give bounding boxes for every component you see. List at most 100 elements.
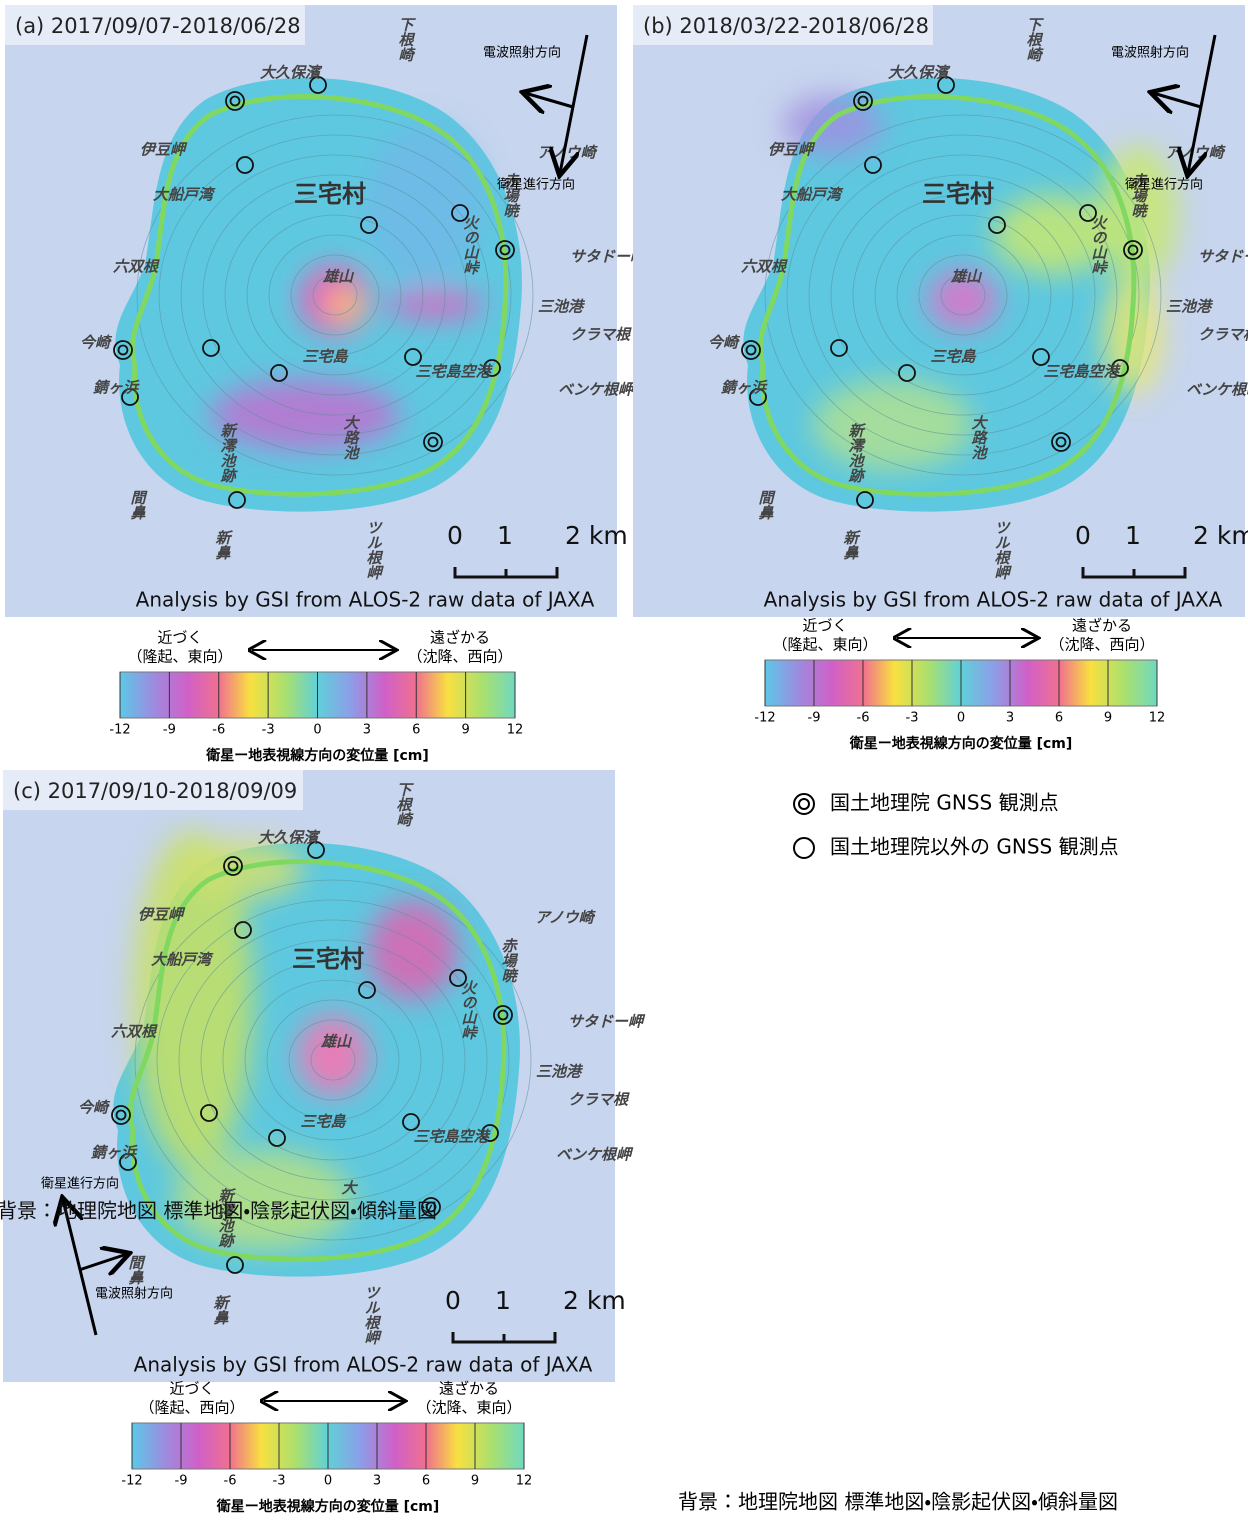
other-marker	[794, 838, 814, 858]
colorbar-tick-label: 6	[422, 1474, 430, 1489]
place-label: 大久保濱	[260, 64, 323, 82]
attribution: Analysis by GSI from ALOS-2 raw data of …	[134, 1353, 593, 1377]
place-label: 下根崎	[395, 17, 415, 62]
place-label: クラマ根	[568, 1091, 630, 1109]
place-label: 火の山峠	[1089, 215, 1108, 275]
place-label: 三池港	[538, 298, 586, 316]
place-label: 今崎	[708, 334, 741, 352]
place-label: 三池港	[1166, 298, 1214, 316]
place-label: 雄山	[320, 1033, 353, 1051]
place-label: 雄山	[322, 268, 355, 286]
place-label: ツル根岬	[361, 1285, 381, 1345]
place-label: 新鼻	[212, 530, 232, 560]
place-label: 今崎	[80, 334, 113, 352]
place-label: ツル根岬	[363, 520, 383, 580]
place-label: 大	[339, 1180, 358, 1195]
colorbar-tick-label: -12	[754, 711, 775, 726]
colorbar-tick-label: -9	[175, 1474, 188, 1489]
colorbar-tick-label: 12	[507, 723, 524, 738]
place-label: クラマ根	[1198, 326, 1248, 344]
colorbar-near-sub: （隆起、西向）	[139, 1399, 244, 1417]
place-label: 新澪池跡	[217, 423, 237, 483]
colorbar-far-sub: （沈降、西向）	[407, 648, 512, 666]
place-label: 三宅島空港	[413, 1128, 491, 1146]
colorbar-tick-label: -6	[857, 711, 870, 726]
place-label: 新鼻	[840, 530, 860, 560]
colorbar-tick-label: 0	[313, 723, 321, 738]
page: { "panels": [ { "title": "(a) 2017/09/07…	[0, 0, 1248, 1519]
place-label: 三宅村	[922, 180, 994, 208]
place-label: 大久保濱	[888, 64, 951, 82]
map-panel: 下根崎大久保濱伊豆岬大船戸湾三宅村六双根今崎錆ヶ浜雄山三宅島新澪池跡大路池間鼻新…	[5, 5, 648, 617]
place-label: クラマ根	[570, 326, 632, 344]
place-label: ツル根岬	[991, 520, 1011, 580]
attribution: Analysis by GSI from ALOS-2 raw data of …	[136, 588, 595, 612]
scale-label: 2 km	[1193, 521, 1248, 550]
place-label: 三宅島空港	[415, 363, 493, 381]
colorbar-label: 衛星ー地表視線方向の変位量 [cm]	[205, 747, 429, 764]
radar-label: 電波照射方向	[1111, 45, 1189, 61]
track-label: 衛星進行方向	[41, 1176, 119, 1192]
place-label: 大船戸湾	[153, 186, 216, 204]
attribution: Analysis by GSI from ALOS-2 raw data of …	[764, 588, 1223, 612]
colorbar-far: 遠ざかる	[430, 629, 490, 647]
place-label: 大船戸湾	[781, 186, 844, 204]
place-label: 三宅島	[930, 348, 976, 366]
place-label: 伊豆岬	[140, 141, 188, 159]
place-label: 雄山	[950, 268, 983, 286]
scale-label: 0	[1075, 521, 1091, 550]
displacement-blob	[813, 380, 973, 470]
scale-label: 2 km	[563, 1286, 626, 1315]
place-label: 間鼻	[755, 490, 775, 520]
colorbar-near: 近づく	[169, 1380, 214, 1398]
legend-label: 国土地理院以外の GNSS 観測点	[830, 835, 1119, 859]
scale-label: 2 km	[565, 521, 628, 550]
place-label: アノウ崎	[537, 144, 599, 162]
place-label: 新鼻	[210, 1295, 230, 1325]
colorbar-tick-label: 3	[1006, 711, 1014, 726]
radar-label: 電波照射方向	[95, 1286, 173, 1302]
scale-label: 0	[447, 521, 463, 550]
scale-label: 1	[497, 521, 513, 550]
place-label: 六双根	[113, 258, 160, 276]
colorbar-far-sub: （沈降、西向）	[1049, 636, 1154, 654]
place-label: 大路池	[969, 415, 988, 460]
place-label: 六双根	[111, 1023, 158, 1041]
colorbar-label: 衛星ー地表視線方向の変位量 [cm]	[849, 735, 1073, 752]
displacement-blob	[210, 380, 400, 450]
place-label: アノウ崎	[1165, 144, 1227, 162]
colorbar-far: 遠ざかる	[1072, 617, 1132, 635]
colorbar-tick-label: 12	[516, 1474, 533, 1489]
place-label: 間鼻	[125, 1255, 145, 1285]
colorbar-tick-label: 6	[412, 723, 420, 738]
place-label: ベンケ根岬	[556, 1146, 634, 1164]
place-label: 大久保濱	[258, 829, 321, 847]
place-label: 三宅島	[300, 1113, 346, 1131]
place-label: ベンケ根岬	[558, 381, 636, 399]
colorbar-tick-label: -3	[906, 711, 919, 726]
place-label: 下根崎	[1023, 17, 1043, 62]
legend: 国土地理院 GNSS 観測点 国土地理院以外の GNSS 観測点	[794, 791, 1119, 859]
place-label: 三宅村	[292, 945, 364, 973]
colorbar-tick-label: 3	[363, 723, 371, 738]
colorbar-tick-label: 6	[1055, 711, 1063, 726]
colorbar-tick-label: 9	[1104, 711, 1112, 726]
scale-label: 1	[495, 1286, 511, 1315]
place-label: 間鼻	[127, 490, 147, 520]
colorbar-tick-label: 0	[957, 711, 965, 726]
colorbar-tick-label: -12	[109, 723, 130, 738]
place-label: サタドー岬	[568, 1013, 646, 1031]
place-label: 三宅島空港	[1043, 363, 1121, 381]
track-label: 衛星進行方向	[497, 177, 575, 193]
colorbar-near: 近づく	[157, 629, 202, 647]
place-label: 火の山峠	[461, 215, 480, 275]
place-label: 火の山峠	[459, 980, 478, 1040]
displacement-blob	[368, 900, 458, 1000]
place-label: 三宅村	[294, 180, 366, 208]
panel-title: (b) 2018/03/22-2018/06/28	[643, 14, 929, 38]
figure: 国土地理院 GNSS 観測点 国土地理院以外の GNSS 観測点 背景：地理院地…	[0, 0, 1248, 1519]
place-label: 伊豆岬	[138, 906, 186, 924]
colorbar-far-sub: （沈降、東向）	[416, 1399, 521, 1417]
colorbar-tick-label: 0	[324, 1474, 332, 1489]
legend-label: 国土地理院 GNSS 観測点	[830, 791, 1059, 815]
